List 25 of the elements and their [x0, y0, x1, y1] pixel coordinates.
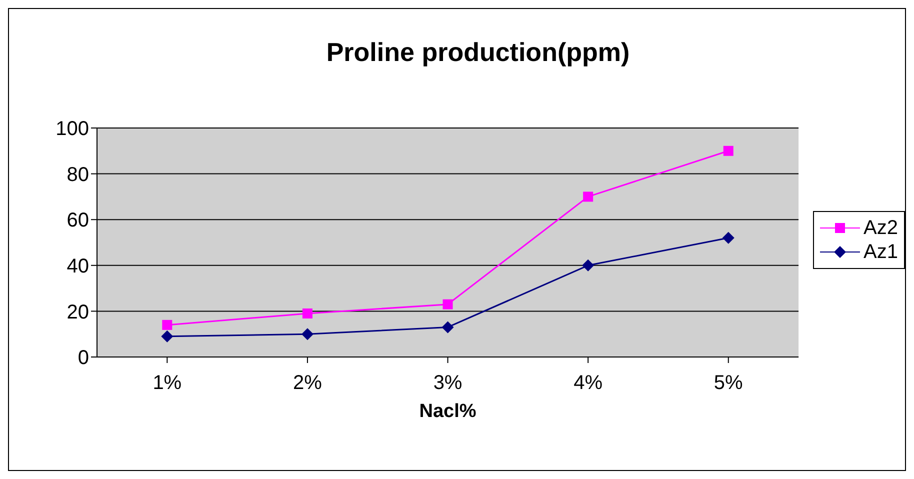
x-tick-label: 1%: [152, 372, 182, 394]
legend-label: Az2: [864, 216, 898, 240]
y-tick-label: 100: [56, 118, 89, 140]
y-tick-label: 80: [66, 164, 89, 186]
point: [442, 299, 453, 310]
y-tick-label: 60: [66, 210, 89, 232]
legend-label: Az1: [864, 240, 898, 264]
x-tick-label: 5%: [714, 372, 744, 394]
x-tick-label: 3%: [433, 372, 462, 394]
point: [162, 320, 172, 330]
y-tick-label: 0: [78, 347, 89, 370]
chart-title: Proline production(ppm): [325, 37, 631, 68]
point: [583, 192, 594, 202]
point: [582, 259, 594, 272]
y-tick-label: 40: [66, 256, 89, 278]
point: [723, 146, 734, 156]
point: [301, 328, 314, 340]
point: [161, 330, 174, 342]
x-axis-title: Nacl%: [419, 401, 476, 422]
x-tick-label: 4%: [574, 372, 603, 394]
point: [442, 321, 454, 334]
y-tick-label: 20: [66, 301, 89, 324]
point: [302, 308, 312, 318]
x-tick-label: 2%: [293, 372, 322, 394]
point: [722, 232, 734, 244]
